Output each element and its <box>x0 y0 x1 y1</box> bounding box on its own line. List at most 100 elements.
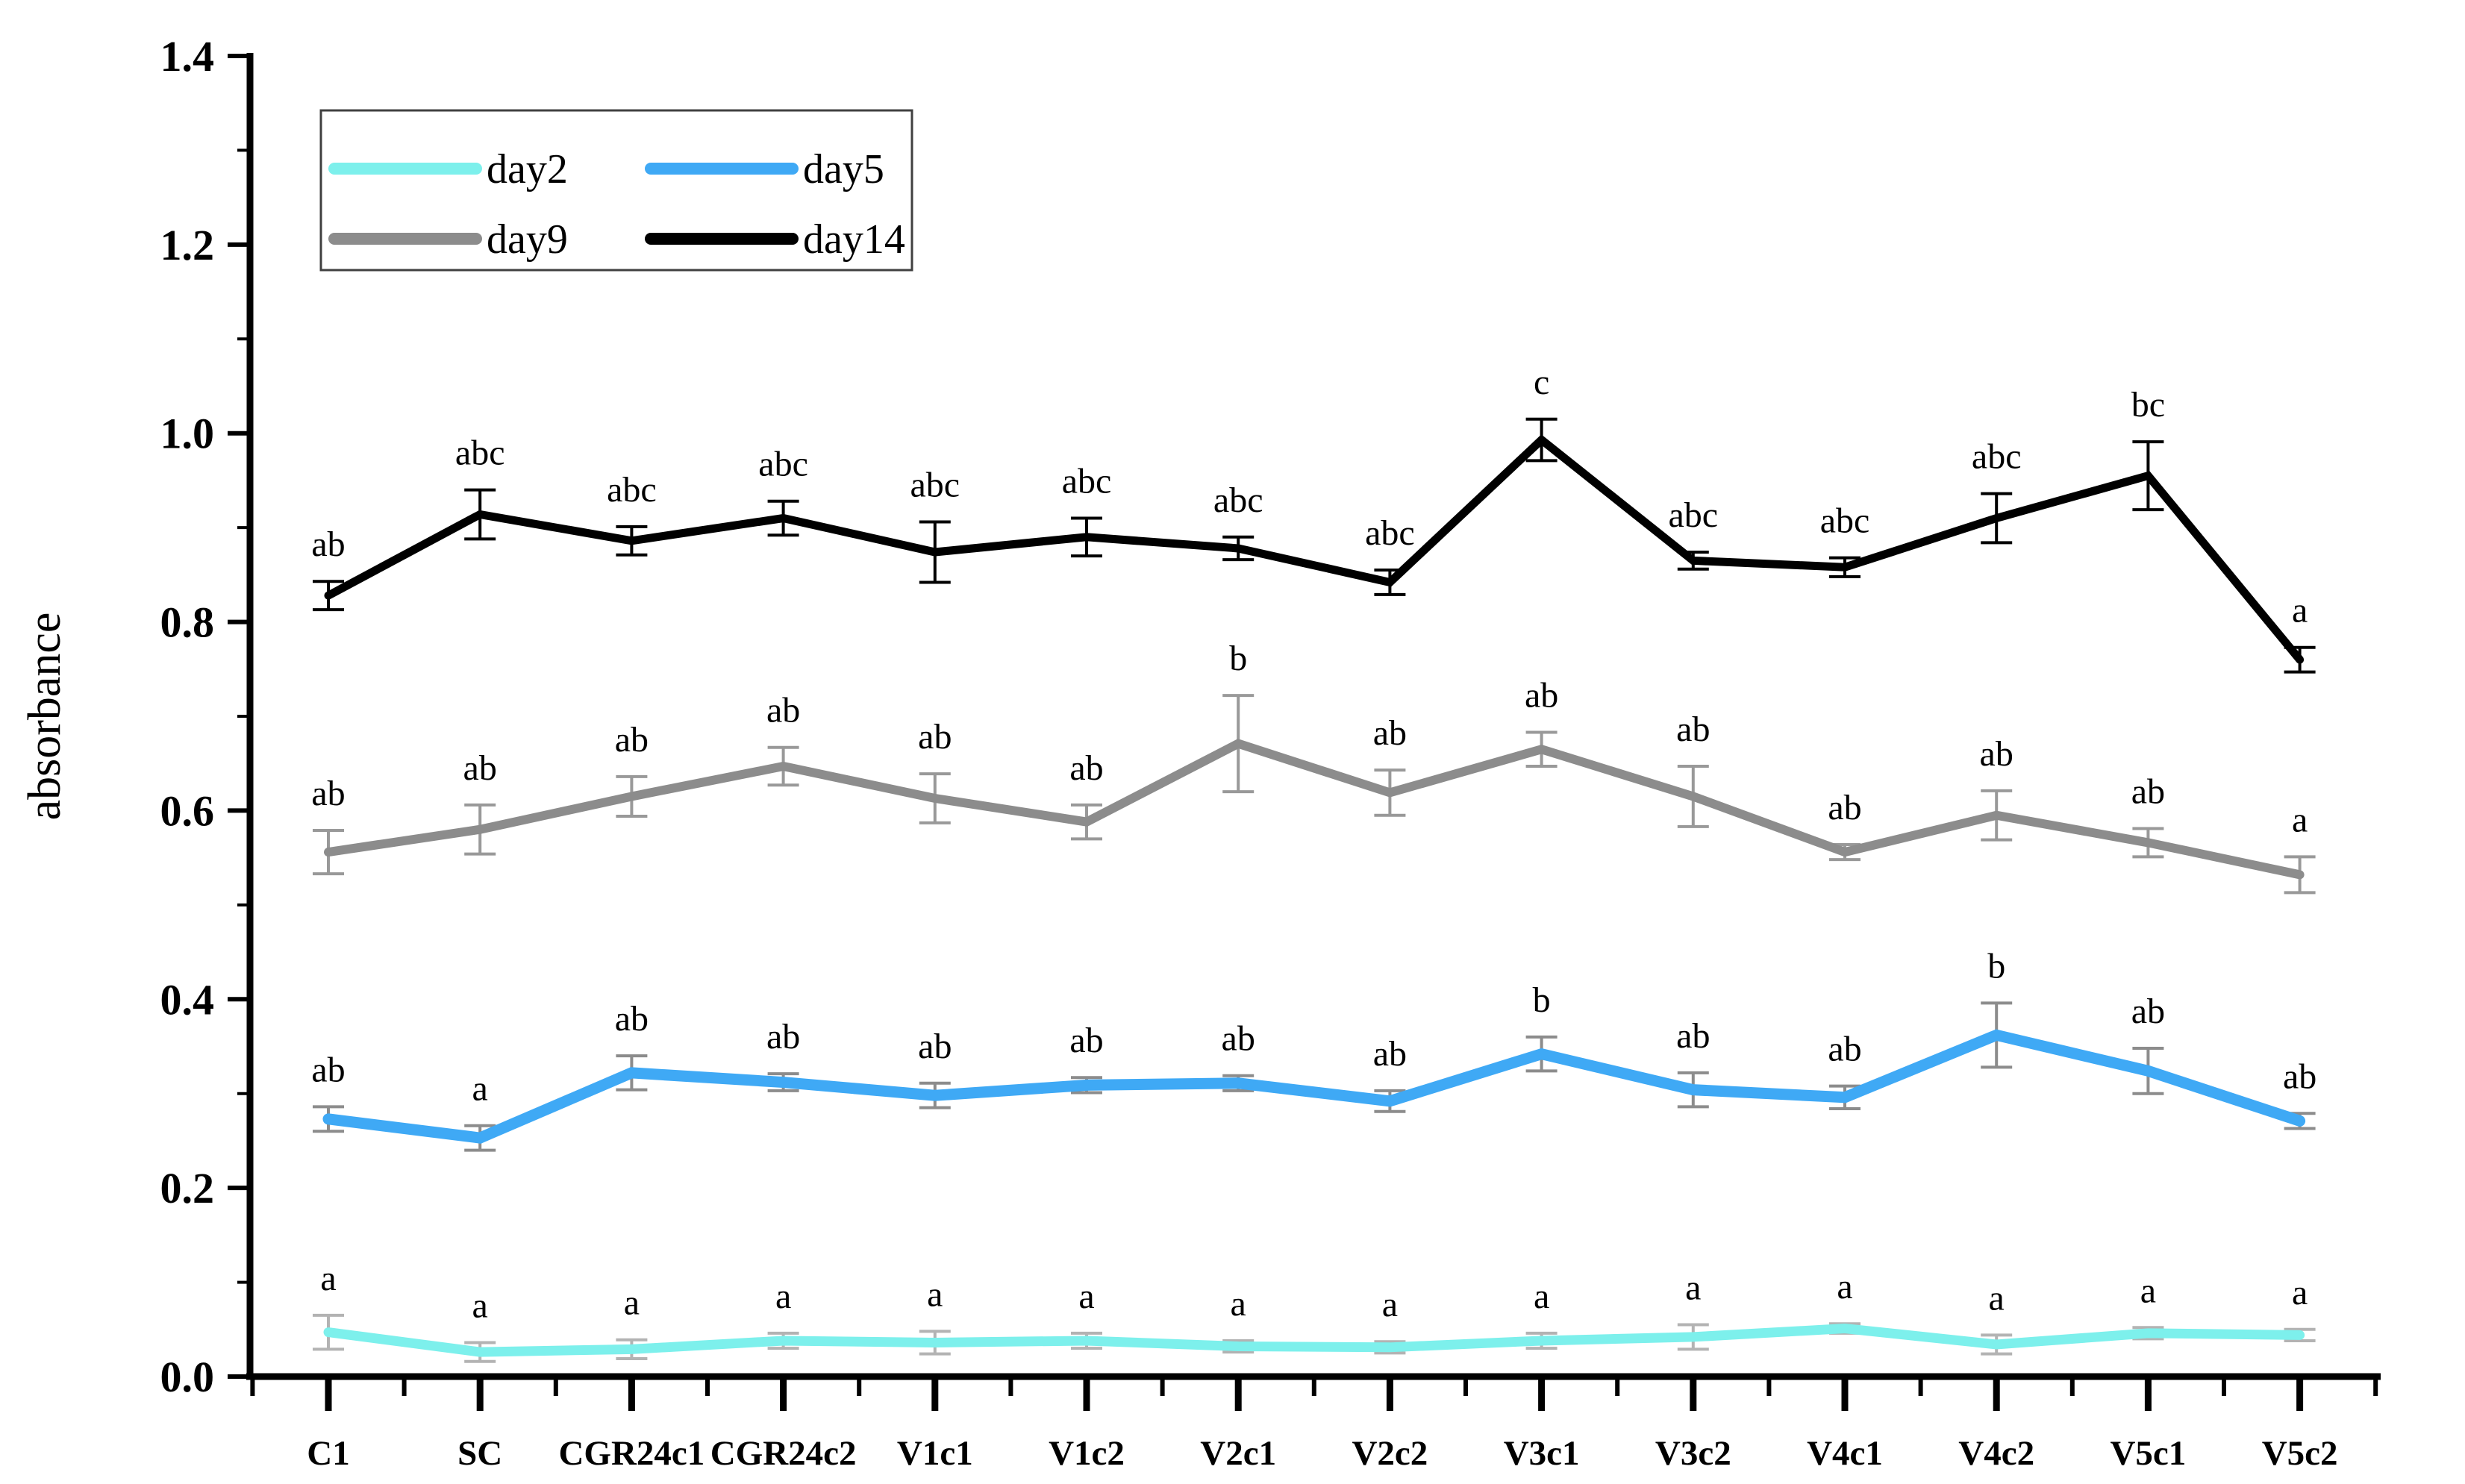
x-tick-label: V4c2 <box>1958 1434 2034 1473</box>
sig-letter-day9-SC: ab <box>463 748 497 788</box>
sig-letter-day14-CGR24c1: abc <box>607 470 657 510</box>
sig-letter-day9-V4c2: ab <box>1980 734 2013 774</box>
y-tick-label: 0.4 <box>160 975 215 1024</box>
sig-letter-day2-V1c2: a <box>1078 1277 1094 1316</box>
sig-letter-day9-V1c1: ab <box>918 717 952 757</box>
sig-letter-day9-CGR24c2: ab <box>766 691 800 730</box>
sig-letter-day5-V2c2: ab <box>1373 1034 1407 1074</box>
sig-letter-day2-CGR24c2: a <box>775 1277 791 1316</box>
sig-letter-day9-V2c2: ab <box>1373 713 1407 753</box>
x-tick-label: V5c2 <box>2262 1434 2338 1473</box>
sig-letter-day2-V4c1: a <box>1837 1267 1852 1306</box>
sig-letter-day14-V4c2: abc <box>1972 437 2022 477</box>
legend-label-day14: day14 <box>803 216 905 263</box>
sig-letter-day2-SC: a <box>472 1286 488 1325</box>
sig-letter-day5-V4c2: b <box>1987 946 2005 986</box>
x-tick-label: V1c2 <box>1049 1434 1125 1473</box>
sig-letter-day5-V3c1: b <box>1533 980 1551 1020</box>
sig-letter-day2-V5c2: a <box>2292 1273 2308 1312</box>
x-tick-label: CGR24c2 <box>710 1434 857 1473</box>
x-tick-label: V3c1 <box>1504 1434 1580 1473</box>
line-day2 <box>323 1324 2305 1357</box>
y-tick-label: 1.4 <box>160 32 215 81</box>
x-tick-label: CGR24c1 <box>558 1434 704 1473</box>
x-tick-label: V4c1 <box>1807 1434 1883 1473</box>
sig-letter-day2-C1: a <box>320 1259 336 1298</box>
line-day5 <box>322 1029 2306 1144</box>
sig-letter-day5-V5c1: ab <box>2131 992 2165 1031</box>
sig-letter-day5-CGR24c1: ab <box>615 999 649 1039</box>
sig-letter-day9-V3c2: ab <box>1676 710 1710 749</box>
legend-entry-day5: day5 <box>645 146 884 192</box>
sig-letter-day9-V5c2: a <box>2292 800 2308 839</box>
axes: 0.0 0.2 0.4 0.6 0.8 1.0 1.2 1.4 absorbance C1 SC CG… <box>19 32 2381 1473</box>
x-tick-label: V2c2 <box>1352 1434 1428 1473</box>
sig-letter-day5-V4c1: ab <box>1828 1030 1861 1069</box>
series-day2: aa a a a a a a a a a a a a <box>313 1259 2316 1363</box>
x-tick-label: SC <box>457 1434 502 1473</box>
sig-letter-day5-SC: a <box>472 1069 488 1109</box>
y-axis-title: absorbance <box>19 613 70 821</box>
series-day9: ab ab ab ab ab ab b ab ab ab ab ab ab a <box>311 639 2316 895</box>
y-tick-label: 1.0 <box>160 410 215 458</box>
legend-label-day2: day2 <box>487 146 568 192</box>
sig-letter-day14-SC: abc <box>455 433 505 473</box>
sig-letter-day14-V3c2: abc <box>1668 495 1718 535</box>
sig-letter-day14-V2c2: abc <box>1365 513 1415 553</box>
line-day9 <box>324 739 2305 880</box>
sig-letter-day5-V1c2: ab <box>1069 1021 1103 1060</box>
legend: day2 day5 day9 day14 <box>319 109 913 272</box>
y-tick-label: 0.8 <box>160 598 215 647</box>
sig-letter-day14-V1c2: abc <box>1062 462 1112 501</box>
sig-letter-day5-V2c1: ab <box>1222 1019 1255 1059</box>
sig-letter-day14-CGR24c2: abc <box>758 445 808 484</box>
sig-letter-day9-CGR24c1: ab <box>615 720 649 760</box>
x-axis: C1 SC CGR24c1 CGR24c2 V1c1 V1c2 V2c1 V2c2 V3c1 V3… <box>250 1377 2378 1473</box>
sig-letter-day5-V1c1: ab <box>918 1027 952 1066</box>
sig-letter-day9-C1: ab <box>311 774 345 813</box>
sig-letter-day9-V4c1: ab <box>1828 788 1861 827</box>
y-tick-label: 0.6 <box>160 786 215 835</box>
sig-letter-day14-C1: ab <box>311 525 345 564</box>
x-tick-label: V2c1 <box>1200 1434 1276 1473</box>
legend-entry-day9: day9 <box>328 216 568 263</box>
series-day5: ab a ab ab ab ab ab ab b ab ab b ab ab <box>311 946 2316 1152</box>
x-tick-label: V3c2 <box>1655 1434 1731 1473</box>
sig-letter-day5-C1: ab <box>311 1050 345 1089</box>
sig-letter-day14-V5c2: a <box>2292 591 2308 630</box>
legend-label-day9: day9 <box>487 216 568 263</box>
sig-letter-day5-V3c2: ab <box>1676 1016 1710 1056</box>
sig-letter-day2-V2c1: a <box>1231 1284 1246 1324</box>
sig-letter-day14-V2c1: abc <box>1213 480 1263 520</box>
sig-letter-day2-V5c1: a <box>2140 1271 2156 1310</box>
x-tick-label: C1 <box>307 1434 349 1473</box>
x-tick-label: V1c1 <box>897 1434 973 1473</box>
sig-letter-day9-V1c2: ab <box>1069 748 1103 788</box>
legend-label-day5: day5 <box>803 146 884 192</box>
y-tick-label: 1.2 <box>160 221 215 269</box>
sig-letter-day9-V3c1: ab <box>1525 675 1558 715</box>
sig-letter-day2-V2c2: a <box>1382 1285 1398 1324</box>
sig-letter-day9-V2c1: b <box>1229 639 1247 678</box>
sig-letter-day14-V4c1: abc <box>1820 501 1870 541</box>
sig-letter-day2-V3c1: a <box>1534 1277 1549 1316</box>
sig-letter-day14-V3c1: c <box>1534 363 1549 402</box>
sig-letter-day5-V5c2: ab <box>2283 1056 2316 1096</box>
sig-letter-day2-V3c2: a <box>1685 1268 1701 1307</box>
series-day14: ab abc abc abc abc abc abc abc c abc abc abc bc a <box>311 363 2316 674</box>
y-axis: 0.0 0.2 0.4 0.6 0.8 1.0 1.2 1.4 <box>160 32 250 1401</box>
sig-letter-day2-V1c1: a <box>927 1274 943 1314</box>
y-tick-label: 0.2 <box>160 1164 215 1212</box>
legend-entry-day2: day2 <box>328 146 568 192</box>
y-tick-label: 0.0 <box>160 1353 215 1401</box>
sig-letter-day14-V1c1: abc <box>910 466 960 505</box>
sig-letter-day2-V4c2: a <box>1989 1278 2005 1318</box>
x-tick-label: V5c1 <box>2110 1434 2186 1473</box>
sig-letter-day14-V5c1: bc <box>2131 385 2165 425</box>
sig-letter-day5-CGR24c2: ab <box>766 1017 800 1056</box>
sig-letter-day2-CGR24c1: a <box>624 1283 640 1323</box>
legend-entry-day14: day14 <box>645 216 905 263</box>
sig-letter-day9-V5c1: ab <box>2131 771 2165 811</box>
